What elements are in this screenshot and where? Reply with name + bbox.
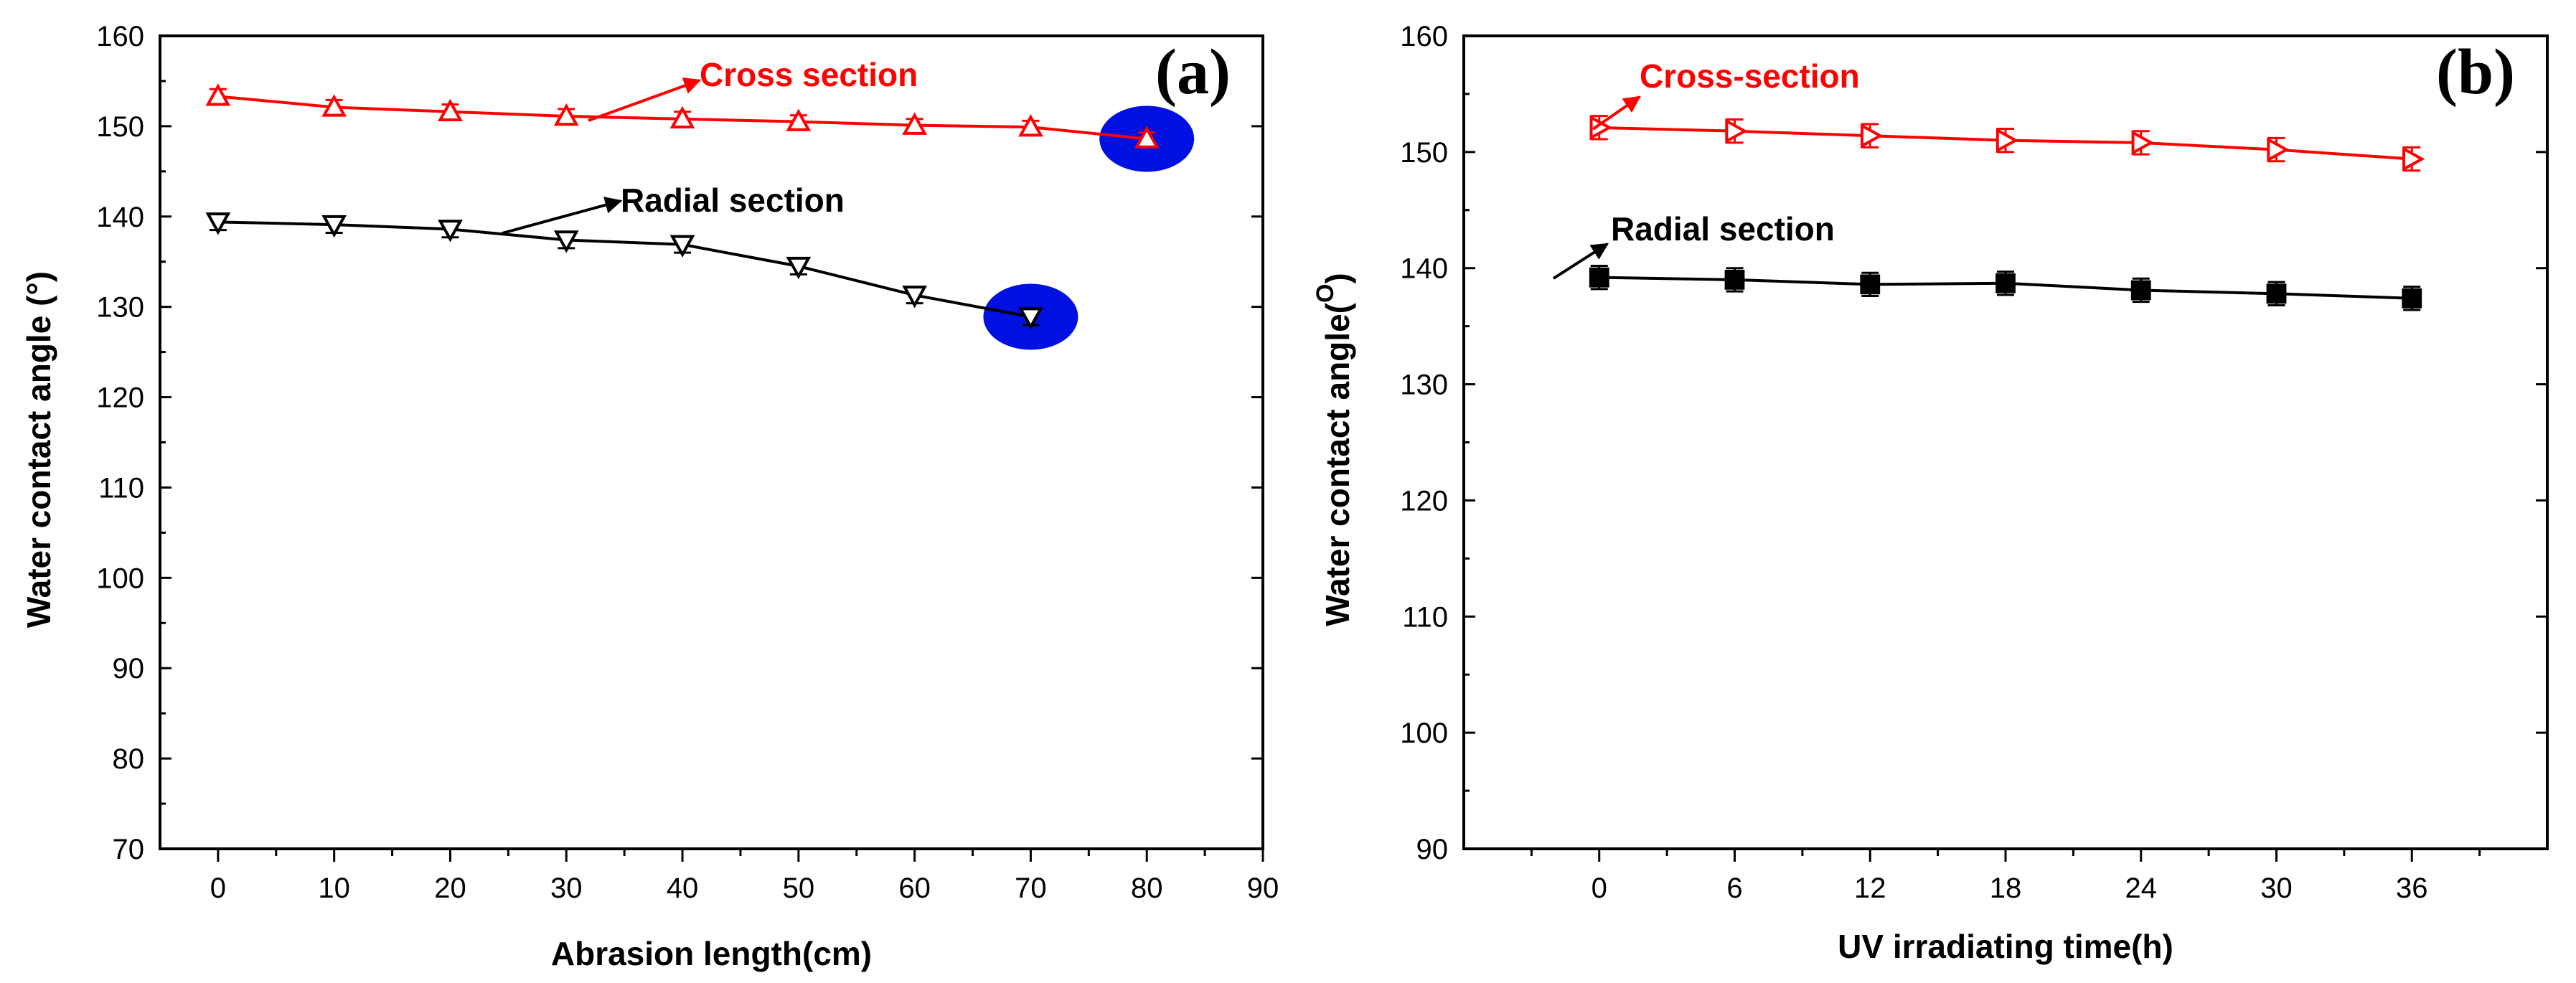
- panel-label: (b): [2436, 37, 2515, 108]
- x-tick-label: 24: [2125, 873, 2158, 904]
- data-point: [2130, 280, 2151, 301]
- data-point: [902, 112, 928, 135]
- y-tick-label: 130: [1400, 370, 1448, 401]
- y-tick-label: 160: [1400, 21, 1448, 52]
- data-point: [669, 105, 695, 129]
- panel-a-abrasion-chart: 70 80 90 100 110 120 130 140 150 160 0 10 20 30 40 50 60…: [20, 21, 1279, 972]
- y-tick-label: 70: [113, 834, 145, 865]
- x-tick-label: 30: [550, 873, 583, 904]
- y-tick-label: 80: [113, 743, 145, 775]
- data-point: [1589, 267, 1609, 288]
- y-tick-label: 140: [1400, 253, 1448, 285]
- annotation-arrow: [502, 197, 623, 235]
- data-point: [669, 235, 695, 258]
- data-point: [2402, 288, 2422, 309]
- series-annotation: Radial section: [1611, 210, 1835, 248]
- x-tick-label: 12: [1854, 873, 1886, 904]
- y-axis-title-superscript: O: [1312, 284, 1339, 303]
- data-point: [902, 286, 928, 309]
- x-tick-label: 30: [2260, 873, 2293, 904]
- x-tick-label: 70: [1015, 873, 1047, 904]
- data-point: [786, 256, 812, 280]
- y-tick-label: 150: [1400, 137, 1448, 169]
- y-tick-label: 140: [96, 202, 144, 233]
- data-point: [553, 230, 579, 253]
- data-point: [2402, 146, 2425, 171]
- x-tick-label: 90: [1247, 873, 1279, 904]
- series-annotation: Radial section: [621, 182, 845, 219]
- data-point: [1861, 123, 1884, 149]
- data-point: [1860, 274, 1881, 295]
- y-axis-title: Water contact angle (°): [20, 271, 57, 628]
- y-tick-label: 110: [1402, 601, 1448, 633]
- annotation-arrow: [1592, 95, 1641, 131]
- x-tick-label: 10: [318, 873, 350, 904]
- data-point: [321, 94, 347, 117]
- data-point: [1996, 273, 2016, 293]
- data-point: [1134, 126, 1160, 149]
- series-annotation: Cross-section: [1640, 57, 1860, 95]
- data-point: [1725, 118, 1748, 144]
- data-point: [438, 98, 463, 121]
- panel-b-uv-chart: 90 100 110 120 130 140 150 160 0 6 12 18 24 30 36 UV ir…: [1312, 21, 2549, 965]
- x-tick-label: 50: [783, 873, 815, 904]
- x-tick-label: 0: [210, 873, 226, 904]
- data-point: [1018, 114, 1043, 137]
- annotation-arrow: [588, 77, 702, 122]
- y-tick-label: 90: [1416, 834, 1449, 865]
- data-point: [438, 220, 463, 243]
- x-tick-label: 0: [1592, 873, 1607, 904]
- y-tick-label: 120: [1400, 485, 1448, 517]
- y-tick-label: 160: [96, 21, 144, 52]
- y-tick-label: 110: [98, 472, 144, 504]
- y-axis-title: Water contact angle(O): [1312, 273, 1356, 626]
- x-tick-label: 40: [667, 873, 699, 904]
- panel-label: (a): [1155, 37, 1231, 108]
- data-point: [2131, 130, 2154, 156]
- y-tick-label: 120: [96, 382, 144, 414]
- data-point: [2267, 137, 2290, 163]
- data-point: [553, 103, 579, 126]
- series-annotation: Cross section: [700, 56, 918, 93]
- data-point: [205, 83, 231, 106]
- plot-frame: [159, 34, 1264, 850]
- data-point: [2266, 283, 2287, 304]
- x-tick-label: 80: [1131, 873, 1163, 904]
- x-tick-label: 60: [898, 873, 931, 904]
- data-point: [1018, 307, 1043, 330]
- data-point: [1724, 270, 1745, 290]
- data-point: [321, 215, 347, 238]
- x-tick-label: 6: [1726, 873, 1742, 904]
- y-tick-label: 130: [96, 292, 144, 324]
- y-tick-label: 90: [113, 653, 145, 685]
- y-tick-label: 150: [96, 111, 144, 143]
- y-tick-label: 100: [96, 563, 144, 594]
- annotation-arrow: [1552, 243, 1609, 280]
- y-axis-title-suffix: ): [1319, 273, 1356, 283]
- x-tick-label: 18: [1990, 873, 2022, 904]
- x-tick-label: 20: [434, 873, 466, 904]
- x-axis-title: UV irradiating time(h): [1838, 928, 2173, 965]
- x-tick-label: 36: [2396, 873, 2428, 904]
- y-tick-label: 100: [1400, 718, 1448, 749]
- x-axis-title: Abrasion length(cm): [551, 935, 872, 972]
- data-point: [205, 212, 231, 235]
- series-line-1: [217, 220, 1031, 319]
- data-point: [1996, 128, 2019, 154]
- data-point: [786, 108, 812, 131]
